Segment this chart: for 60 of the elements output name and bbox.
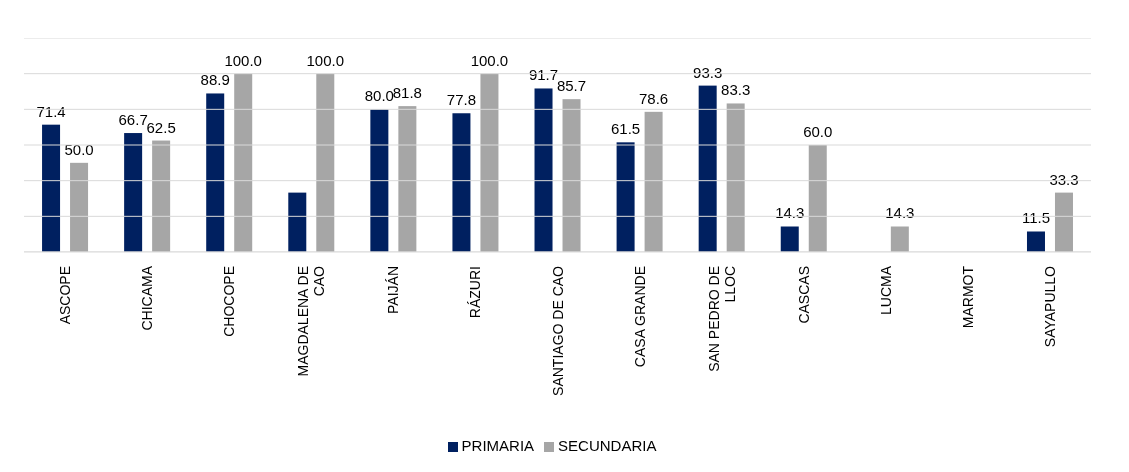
data-label: 93.3 xyxy=(693,63,723,81)
bar xyxy=(316,73,335,252)
bar xyxy=(480,73,499,252)
bar xyxy=(42,124,61,252)
bar xyxy=(234,73,253,252)
data-label: 100.0 xyxy=(306,51,345,69)
data-label: 77.8 xyxy=(446,91,477,109)
data-label: 80.0 xyxy=(364,87,394,105)
x-tick-label: MARMOT xyxy=(959,265,976,329)
bar xyxy=(808,145,827,252)
bar xyxy=(1026,231,1045,252)
bar xyxy=(152,140,171,252)
data-label: 85.7 xyxy=(556,77,587,95)
data-label: 50.0 xyxy=(64,140,94,158)
x-tick-label: SAYAPULLO xyxy=(1041,265,1058,348)
data-label: 11.5 xyxy=(1021,209,1051,227)
x-tick-label: RÁZURI xyxy=(467,266,484,319)
data-label: 14.3 xyxy=(885,204,915,222)
legend-label: PRIMARIA xyxy=(461,437,535,454)
bar xyxy=(288,192,307,252)
data-label: 81.8 xyxy=(392,84,422,102)
legend-label: SECUNDARIA xyxy=(558,437,657,454)
data-label: 60.0 xyxy=(803,123,833,140)
bar xyxy=(562,99,581,252)
bar xyxy=(534,88,553,252)
data-label: 66.7 xyxy=(118,111,148,129)
x-tick-label: LUCMA xyxy=(877,265,894,316)
data-label: 91.7 xyxy=(528,66,559,84)
x-tick-label: SAN PEDRO DE LLOC xyxy=(705,266,738,372)
bar xyxy=(644,111,663,252)
data-label: 83.3 xyxy=(721,81,751,99)
bar xyxy=(124,133,143,252)
data-label: 100.0 xyxy=(224,51,262,69)
x-tick-label: PAIJÁN xyxy=(385,266,402,314)
data-label: 88.9 xyxy=(200,71,230,89)
bar xyxy=(370,109,389,252)
bar xyxy=(698,85,717,252)
x-tick-label: CASCAS xyxy=(795,266,812,324)
x-tick-label: CHICAMA xyxy=(139,265,156,331)
bar xyxy=(206,93,225,252)
bar xyxy=(70,162,89,252)
x-tick-label: CHOCOPE xyxy=(221,266,238,337)
bar xyxy=(398,106,417,252)
data-label: 14.3 xyxy=(775,204,805,222)
bar xyxy=(616,142,635,252)
bar xyxy=(890,226,909,252)
bar xyxy=(726,103,745,252)
data-label: 33.3 xyxy=(1049,170,1079,188)
x-tick-label: MAGDALENA DE CAO xyxy=(295,265,328,377)
data-label: 71.4 xyxy=(36,102,66,120)
data-label: 100.0 xyxy=(470,51,509,69)
data-label: 78.6 xyxy=(638,89,669,107)
bar xyxy=(1054,192,1073,252)
data-label: 62.5 xyxy=(146,118,176,136)
bar xyxy=(452,113,471,252)
x-tick-label: CASA GRANDE xyxy=(631,266,648,368)
x-tick-label: SANTIAGO DE CAO xyxy=(549,265,566,396)
data-label: 61.5 xyxy=(610,120,641,138)
x-tick-label: ASCOPE xyxy=(57,266,74,325)
bar xyxy=(780,226,799,252)
